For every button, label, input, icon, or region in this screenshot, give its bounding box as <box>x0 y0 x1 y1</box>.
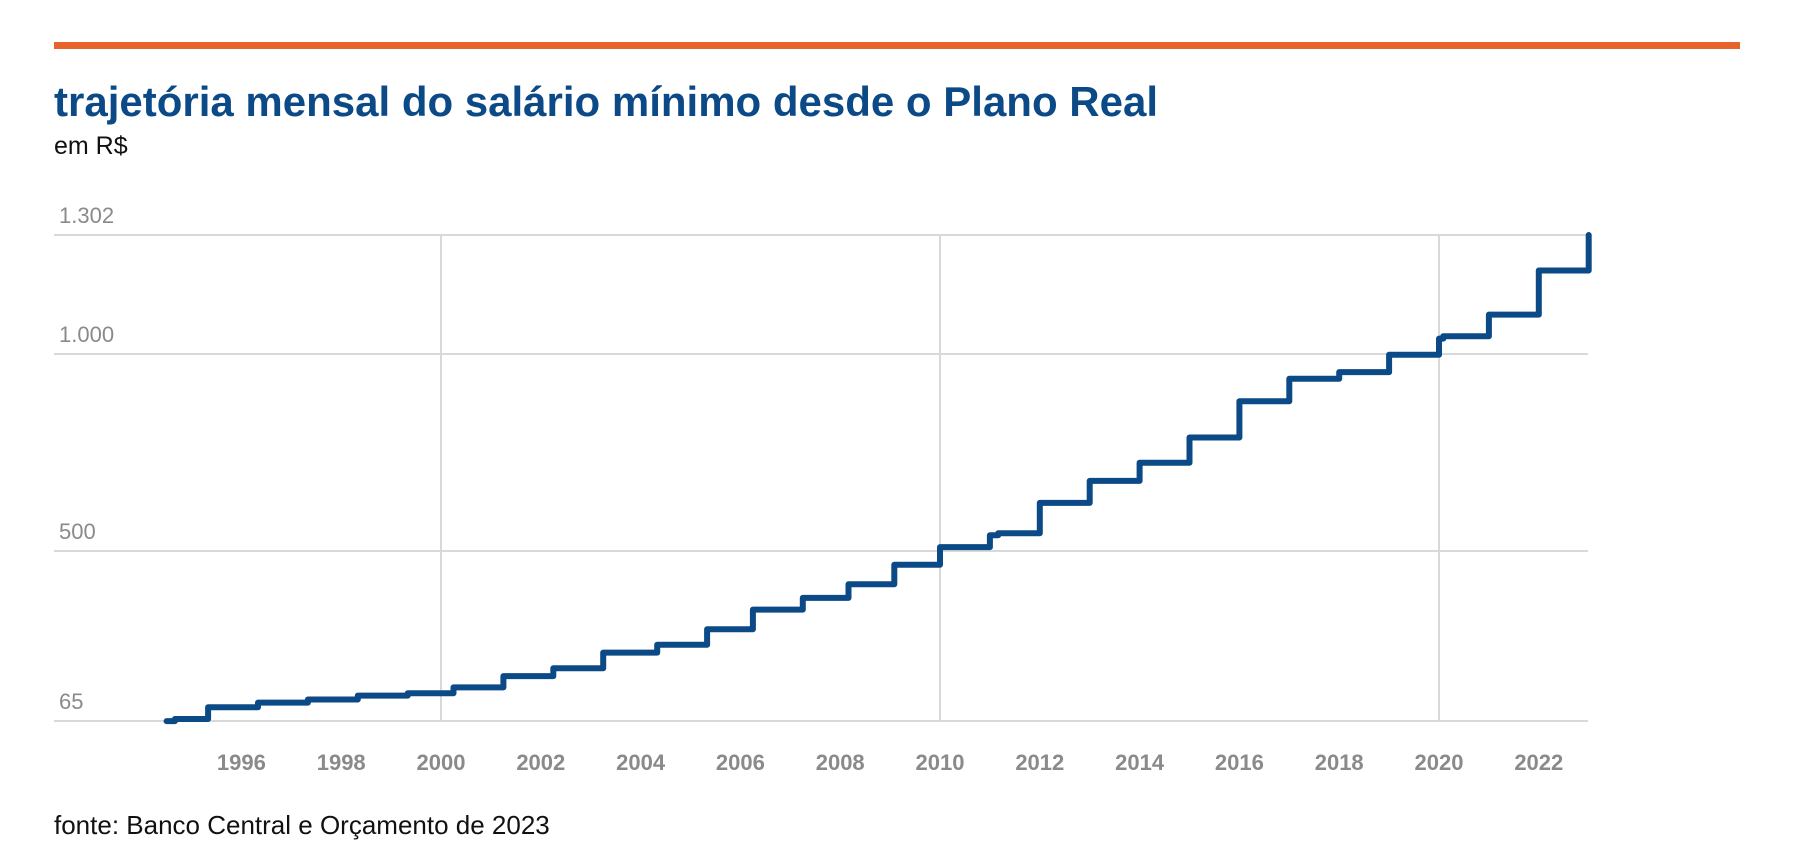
x-tick-label: 2016 <box>1215 750 1264 775</box>
y-tick-label: 500 <box>59 519 96 544</box>
accent-top-bar <box>54 42 1740 49</box>
x-tick-label: 2020 <box>1415 750 1464 775</box>
grid-layer <box>54 234 1588 722</box>
x-tick-label: 2014 <box>1115 750 1165 775</box>
x-tick-label: 2000 <box>417 750 466 775</box>
chart-subtitle: em R$ <box>54 132 128 160</box>
chart-title: trajetória mensal do salário mínimo desd… <box>54 78 1158 125</box>
y-tick-label: 1.000 <box>59 322 114 347</box>
x-tick-label: 2022 <box>1514 750 1563 775</box>
x-axis-ticks: 1996 1998 2000 2002 2004 2006 2008 2010 2012 2014… <box>217 750 1563 775</box>
y-tick-label: 65 <box>59 689 83 714</box>
salary-chart: 65 500 1.000 1.302 1996 1998 2000 2002 2004 2006… <box>54 203 1592 775</box>
x-tick-label: 2010 <box>916 750 965 775</box>
source-note: fonte: Banco Central e Orçamento de 2023 <box>54 810 550 840</box>
x-tick-label: 2008 <box>816 750 865 775</box>
x-tick-label: 2018 <box>1315 750 1364 775</box>
x-tick-label: 1996 <box>217 750 266 775</box>
x-tick-label: 2002 <box>516 750 565 775</box>
x-tick-label: 2004 <box>616 750 666 775</box>
y-tick-label: 1.302 <box>59 203 114 228</box>
series-line-0 <box>163 232 1592 725</box>
x-tick-label: 2006 <box>716 750 765 775</box>
x-tick-label: 2012 <box>1015 750 1064 775</box>
series-layer <box>163 232 1592 725</box>
x-tick-label: 1998 <box>317 750 366 775</box>
y-axis-ticks: 65 500 1.000 1.302 <box>59 203 114 714</box>
